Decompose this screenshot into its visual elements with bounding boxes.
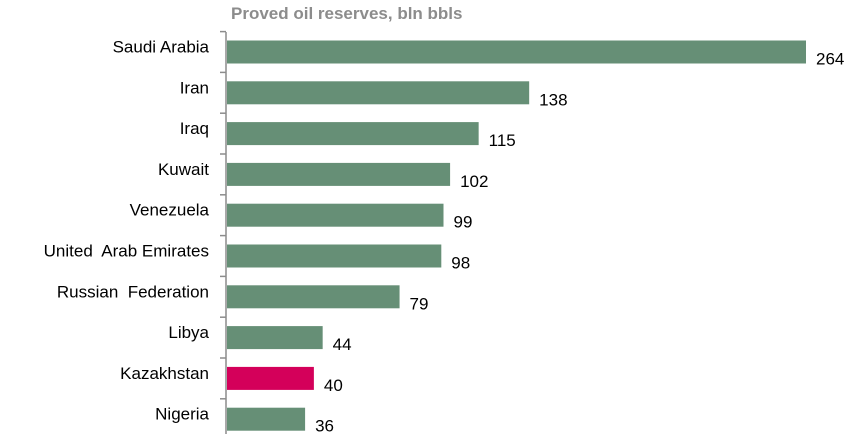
value-label: 40 xyxy=(324,376,343,395)
bar xyxy=(227,40,806,64)
category-label: Iran xyxy=(180,78,209,97)
category-labels: Saudi Arabia Iran Iraq Kuwait Venezuela Unite… xyxy=(44,37,210,423)
y-axis-ticks xyxy=(220,30,226,400)
value-label: 115 xyxy=(489,131,516,150)
value-label: 264 xyxy=(816,49,844,68)
bar xyxy=(227,203,444,227)
value-label: 36 xyxy=(315,417,334,434)
value-label: 99 xyxy=(454,213,473,232)
bar xyxy=(227,326,323,350)
bar xyxy=(227,366,314,390)
category-label: Kuwait xyxy=(158,160,209,179)
value-labels: 264 138 115 102 99 98 79 44 40 36 xyxy=(315,49,844,434)
value-label: 98 xyxy=(451,253,470,272)
bar xyxy=(227,244,442,268)
chart-title: Proved oil reserves, bln bbls xyxy=(231,4,462,23)
category-label: United Arab Emirates xyxy=(44,241,209,260)
bar xyxy=(227,162,451,186)
bar xyxy=(227,122,479,146)
bar-series xyxy=(227,40,806,431)
category-label: Iraq xyxy=(180,119,209,138)
category-label: Russian Federation xyxy=(57,282,209,301)
value-label: 102 xyxy=(460,172,488,191)
category-label: Saudi Arabia xyxy=(113,37,210,56)
value-label: 79 xyxy=(410,294,429,313)
category-label: Venezuela xyxy=(130,201,210,220)
category-label: Libya xyxy=(168,323,209,342)
value-label: 138 xyxy=(539,90,567,109)
category-label: Kazakhstan xyxy=(120,364,209,383)
bar xyxy=(227,285,400,309)
bar xyxy=(227,81,530,105)
value-label: 44 xyxy=(333,335,352,354)
bar xyxy=(227,407,306,431)
category-label: Nigeria xyxy=(155,405,209,424)
